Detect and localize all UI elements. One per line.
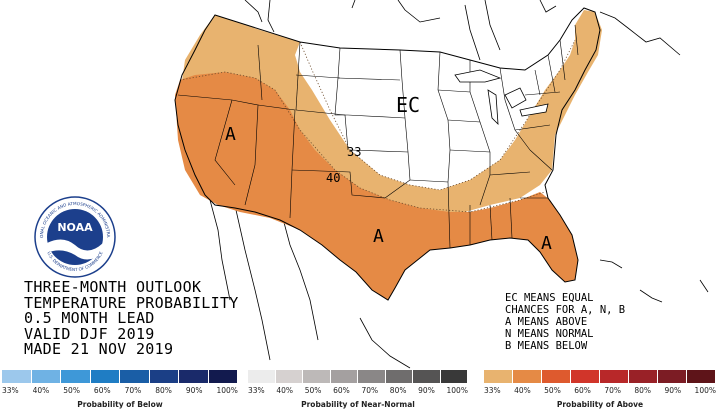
scale-above-tick: 100% xyxy=(694,386,716,395)
scale-below-tick: 33% xyxy=(2,386,19,395)
scale-normal: 33% 40% 50% 60% 70% 80% 90% 100% Probability of… xyxy=(248,370,468,409)
scale-above-swatch xyxy=(484,370,513,383)
contour-33-line xyxy=(299,39,576,191)
scale-normal-tick: 40% xyxy=(276,386,294,395)
title-line: TEMPERATURE PROBABILITY xyxy=(24,293,239,312)
scale-below-tick: 70% xyxy=(124,386,142,395)
neighbor-outlines xyxy=(209,0,709,369)
above-label-south: A xyxy=(373,226,384,247)
scale-below-bar xyxy=(2,370,238,383)
scale-normal-swatch xyxy=(275,370,303,383)
scale-normal-swatch xyxy=(358,370,386,383)
scale-below-swatch xyxy=(90,370,120,383)
legend-line: N MEANS NORMAL xyxy=(505,328,594,340)
state-boundaries xyxy=(177,24,579,249)
scale-normal-swatch xyxy=(248,370,276,383)
us-outline xyxy=(174,7,601,301)
scale-above: 33% 40% 50% 60% 70% 80% 90% 100% Probability of… xyxy=(484,370,716,409)
scale-normal-tick: 50% xyxy=(304,386,322,395)
scale-above-tick: 50% xyxy=(544,386,561,395)
legend-line: B MEANS BELOW xyxy=(505,340,588,352)
scale-normal-swatch xyxy=(385,370,413,383)
scale-above-tick: 90% xyxy=(664,386,682,395)
legend-line: EC MEANS EQUAL xyxy=(505,292,594,304)
scale-below-tick: 100% xyxy=(216,386,238,395)
above-label-west: A xyxy=(225,124,236,145)
scale-normal-bar xyxy=(248,370,468,383)
scale-below: 33% 40% 50% 60% 70% 80% 90% 100% Probability of… xyxy=(2,370,238,409)
contour-40-label: 40 xyxy=(326,171,340,185)
great-lakes xyxy=(454,69,549,126)
scale-below-swatch xyxy=(179,370,209,383)
scale-above-ticks: 33% 40% 50% 60% 70% 80% 90% 100% xyxy=(484,386,716,395)
scale-normal-swatch xyxy=(330,370,358,383)
scale-above-tick: 80% xyxy=(634,386,652,395)
scale-normal-tick: 60% xyxy=(333,386,350,395)
scale-above-caption: Probability of Above xyxy=(556,400,644,409)
scale-above-swatch xyxy=(658,370,687,383)
scale-above-swatch xyxy=(571,370,600,383)
scale-above-swatch xyxy=(687,370,716,383)
scale-below-swatch xyxy=(2,370,32,383)
scale-above-swatch xyxy=(600,370,629,383)
scale-normal-tick: 90% xyxy=(418,386,435,395)
scale-below-tick: 80% xyxy=(155,386,172,395)
scale-above-swatch xyxy=(629,370,658,383)
scale-normal-caption: Probability of Near-Normal xyxy=(301,400,415,409)
noaa-logo-center: NOAA xyxy=(57,221,93,234)
above-label-florida: A xyxy=(541,233,552,254)
scale-below-tick: 90% xyxy=(185,386,203,395)
scale-below-tick: 60% xyxy=(93,386,111,395)
scale-normal-tick: 33% xyxy=(248,386,265,395)
scale-normal-swatch xyxy=(413,370,441,383)
scale-normal-swatch xyxy=(440,370,468,383)
scale-above-tick: 33% xyxy=(484,386,501,395)
scale-normal-swatch xyxy=(303,370,331,383)
legend-notes: EC MEANS EQUAL CHANCES FOR A, N, B A MEA… xyxy=(505,292,715,352)
scale-normal-tick: 100% xyxy=(446,386,468,395)
scale-above-tick: 40% xyxy=(514,386,531,395)
title-line: THREE-MONTH OUTLOOK xyxy=(24,278,202,296)
scale-below-swatch xyxy=(149,370,179,383)
scale-normal-tick: 70% xyxy=(361,386,379,395)
contour-40-line xyxy=(179,71,546,213)
scale-above-bar xyxy=(484,370,716,383)
scale-normal-tick: 80% xyxy=(389,386,407,395)
title-line: MADE 21 NOV 2019 xyxy=(24,340,174,358)
scale-below-tick: 40% xyxy=(32,386,50,395)
ec-label: EC xyxy=(396,93,420,117)
scale-above-swatch xyxy=(542,370,571,383)
scale-below-caption: Probability of Below xyxy=(77,400,163,409)
scale-above-tick: 60% xyxy=(574,386,591,395)
noaa-logo: NOAA NATIONAL OCEANIC AND ATMOSPHERIC AD… xyxy=(33,195,116,278)
scale-above-swatch xyxy=(513,370,542,383)
legend-line: CHANCES FOR A, N, B xyxy=(505,304,626,316)
scale-below-ticks: 33% 40% 50% 60% 70% 80% 90% 100% xyxy=(2,386,238,395)
contour-33-label: 33 xyxy=(347,145,361,159)
scale-below-swatch xyxy=(61,370,91,383)
scale-below-swatch xyxy=(31,370,61,383)
title-line: VALID DJF 2019 xyxy=(24,324,155,343)
scale-normal-ticks: 33% 40% 50% 60% 70% 80% 90% 100% xyxy=(248,386,468,395)
title-block: THREE-MONTH OUTLOOK TEMPERATURE PROBABIL… xyxy=(24,278,324,358)
scale-below-swatch xyxy=(120,370,150,383)
title-line: 0.5 MONTH LEAD xyxy=(24,309,155,327)
scale-below-tick: 50% xyxy=(63,386,80,395)
legend-line: A MEANS ABOVE xyxy=(505,316,588,328)
scale-above-tick: 70% xyxy=(604,386,621,395)
scale-below-swatch xyxy=(208,370,238,383)
